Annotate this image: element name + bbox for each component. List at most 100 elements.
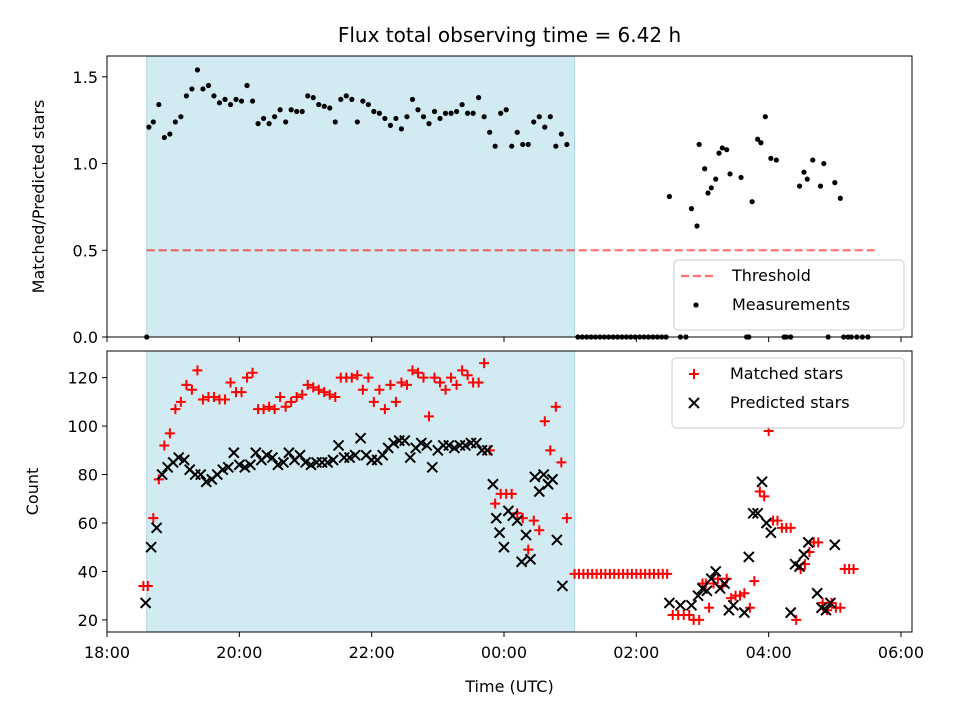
predicted-star-point [743,551,755,563]
measurement-point [349,96,355,102]
matched-star-point [330,392,341,403]
measurement-point [702,166,708,172]
matched-star-point [435,377,446,388]
measurement-point [724,147,730,153]
measurement-point [716,150,722,156]
predicted-star-point [493,526,506,539]
measurement-point [810,157,816,163]
measurement-point [371,108,377,115]
predicted-star-point [824,597,837,609]
measurement-point [688,206,695,212]
measurement-point [255,121,261,127]
y-tick-label: 0.5 [73,241,98,260]
predicted-star-point [727,599,740,612]
matched-star-point [374,384,385,395]
legend-label: Matched stars [730,364,843,383]
matched-star-point [457,365,468,376]
x-tick-label: 00:00 [481,643,527,662]
top-legend: Threshold Measurements [673,259,905,331]
measurement-point [360,98,366,104]
matched-star-point [258,404,269,415]
predicted-star-point [793,560,806,573]
predicted-star-point [426,461,439,473]
predicted-star-point [685,599,698,612]
measurement-point [514,129,520,135]
matched-star-point [545,445,556,456]
bottom-panel-marks [138,358,859,625]
matched-star-point [280,401,291,412]
predicted-star-point [784,606,797,619]
measurement-point [332,119,338,125]
predicted-star-point [421,439,433,452]
matched-star-point [539,416,550,427]
matched-star-point [662,568,673,579]
bottom-y-axis-label: Count [23,468,42,516]
measurement-point [338,96,344,102]
measurement-point [420,114,427,120]
measurement-point [738,174,744,181]
predicted-star-point [798,548,810,561]
matched-star-point [429,372,440,383]
predicted-star-point [811,587,823,599]
measurement-point [233,96,239,102]
measurement-point [558,131,564,137]
measurement-point [431,108,438,115]
measurement-point [227,101,234,108]
measurement-point [216,100,223,106]
matched-star-point [291,392,302,403]
matched-star-point [550,401,561,412]
measurement-point [817,183,824,189]
measurement-point [564,141,570,148]
x-tick-label: 18:00 [84,643,130,662]
x-tick-label: 04:00 [746,643,792,662]
y-tick-label: 100 [67,417,98,436]
matched-star-point [219,394,230,405]
measurement-point [387,122,394,128]
matched-star-point [739,588,750,599]
matched-star-point [247,367,258,378]
measurement-point [150,119,156,125]
matched-star-point [754,486,765,497]
predicted-star-point [498,541,510,553]
measurement-point [222,96,228,102]
bottom-panel: 20 40 60 80 100 120 18:00 20:00 22:00 00:00 02:00… [23,350,924,696]
predicted-star-point [156,468,168,481]
matched-star-point [363,372,374,383]
predicted-star-point [399,434,411,447]
matched-star-point [175,396,186,407]
predicted-star-point [692,589,704,602]
predicted-star-point [533,485,545,498]
measurement-point [167,131,173,137]
measurement-point [498,110,504,116]
measurement-point [821,160,827,167]
measurement-point [172,119,178,125]
matched-star-point [759,491,770,502]
y-tick-label: 80 [78,466,98,485]
predicted-star-point [751,507,764,520]
legend-predicted-swatch [688,397,700,409]
predicted-star-point [139,597,152,609]
predicted-star-point [820,604,832,616]
x-tick-label: 22:00 [349,643,395,662]
measurement-point [211,93,217,99]
measurement-point [694,223,700,229]
measurement-point [727,171,733,177]
matched-star-point [186,384,197,395]
matched-star-point [407,365,418,376]
matched-star-point [556,457,567,468]
measurement-point [796,183,803,189]
measurement-point [762,114,768,120]
predicted-star-point [470,437,483,449]
predicted-star-point [178,454,190,466]
matched-star-point [286,396,297,407]
measurement-point [666,193,672,200]
measurement-point [832,180,838,186]
measurement-point [448,110,454,116]
matched-star-point [269,404,280,415]
top-panel-y-ticks: 0.0 0.5 1.0 1.5 [73,68,107,347]
measurement-point [161,134,167,141]
measurement-point [321,103,327,109]
y-tick-label: 20 [78,611,98,630]
measurement-point [553,143,559,149]
measurement-point [768,155,774,161]
